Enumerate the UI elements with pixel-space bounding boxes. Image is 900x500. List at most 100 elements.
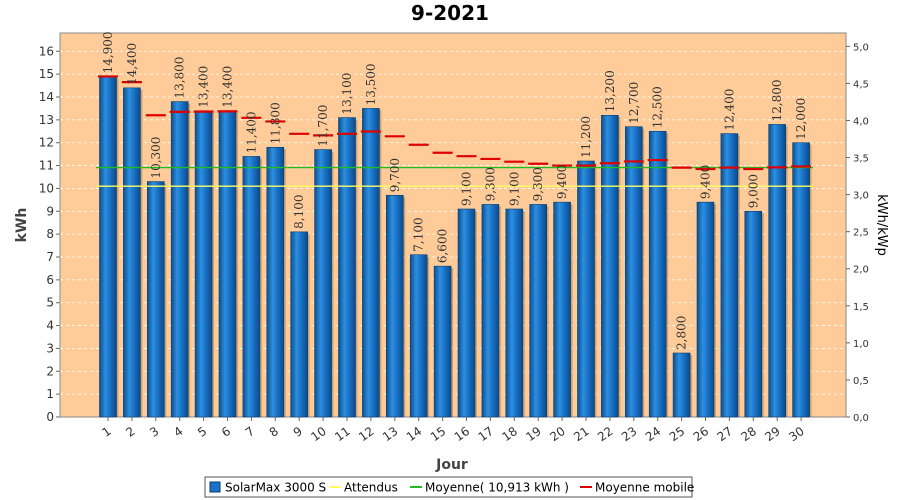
bar bbox=[409, 254, 428, 418]
x-tick-label: 10 bbox=[308, 424, 329, 444]
bar bbox=[290, 231, 309, 418]
y-tick-label: 15 bbox=[39, 67, 54, 81]
bar-value-label: 9,100 bbox=[507, 172, 521, 206]
bar-value-label: 2,800 bbox=[675, 316, 689, 350]
bar-value-label: 7,100 bbox=[412, 217, 426, 251]
y2-tick-label: 3,0 bbox=[853, 191, 869, 202]
bar-value-label: 12,000 bbox=[794, 98, 808, 140]
bar bbox=[242, 156, 261, 418]
bar bbox=[792, 142, 810, 418]
x-tick-label: 11 bbox=[332, 424, 353, 444]
bar-value-label: 9,000 bbox=[746, 174, 760, 208]
y-tick-label: 0 bbox=[46, 410, 54, 424]
bar bbox=[696, 201, 715, 418]
y2-tick-label: 1,0 bbox=[853, 339, 869, 350]
bar-value-label: 12,800 bbox=[770, 79, 784, 121]
bar bbox=[744, 210, 763, 418]
bar bbox=[385, 194, 404, 418]
y2-tick-label: 4,5 bbox=[853, 79, 869, 90]
bar-value-label: 13,100 bbox=[340, 73, 354, 115]
bar bbox=[601, 114, 619, 418]
legend-item-label: Moyenne mobile bbox=[595, 481, 694, 495]
bar-value-label: 13,500 bbox=[364, 63, 378, 105]
bar bbox=[577, 160, 595, 418]
bar bbox=[147, 181, 165, 418]
y-tick-label: 1 bbox=[46, 387, 54, 401]
legend-item-label: Attendus bbox=[344, 481, 398, 495]
x-tick-label: 30 bbox=[786, 424, 807, 444]
bar-value-label: 13,400 bbox=[197, 66, 211, 108]
bar-value-label: 6,600 bbox=[436, 229, 450, 263]
x-tick-label: 19 bbox=[523, 424, 544, 444]
bar-value-label: 11,200 bbox=[579, 116, 593, 158]
x-tick-label: 2 bbox=[123, 424, 137, 440]
lines-layer bbox=[96, 75, 814, 187]
x-axis: 1 2 3 4 5 6 7 8 9 10 11 12 13 14 15 16 17 18 19 20 21 22 23 24 2… bbox=[99, 417, 807, 444]
x-tick-label: 23 bbox=[619, 424, 640, 444]
x-tick-label: 18 bbox=[499, 424, 520, 444]
bar bbox=[457, 208, 476, 418]
bar-value-label: 9,400 bbox=[699, 165, 713, 199]
y2-axis: 0,0 0,5 1,0 1,5 2,0 2,5 3,0 3,5 4,0 4,5 5,0 bbox=[846, 42, 869, 424]
bar bbox=[170, 101, 189, 418]
x-tick-label: 25 bbox=[667, 424, 688, 444]
bars-layer bbox=[99, 76, 812, 418]
x-tick-label: 16 bbox=[452, 424, 473, 444]
x-tick-label: 26 bbox=[691, 424, 712, 444]
x-tick-label: 17 bbox=[476, 424, 497, 444]
x-tick-label: 12 bbox=[356, 424, 377, 444]
x-tick-label: 8 bbox=[267, 424, 281, 440]
bar bbox=[314, 149, 332, 418]
y-axis-label: kWh bbox=[14, 208, 30, 243]
y2-axis-label: kWh/kWp bbox=[874, 194, 889, 256]
legend-item-label: Moyenne( 10,913 kWh ) bbox=[425, 481, 569, 495]
bar-labels-layer: 14,900 14,400 10,300 13,800 13,400 13,400 11,4… bbox=[101, 31, 808, 350]
x-tick-label: 4 bbox=[171, 424, 185, 440]
bar-value-label: 12,400 bbox=[722, 89, 736, 131]
bar-value-label: 12,500 bbox=[651, 86, 665, 128]
y-tick-label: 10 bbox=[39, 181, 54, 195]
x-tick-label: 21 bbox=[571, 424, 592, 444]
y2-tick-label: 4,0 bbox=[853, 116, 869, 127]
x-tick-label: 28 bbox=[738, 424, 759, 444]
y-tick-label: 5 bbox=[46, 296, 54, 310]
x-tick-label: 20 bbox=[547, 424, 568, 444]
y-tick-label: 2 bbox=[46, 364, 54, 378]
bar bbox=[553, 201, 571, 418]
bar bbox=[218, 110, 237, 418]
y2-tick-label: 2,5 bbox=[853, 228, 869, 239]
y2-tick-label: 0,0 bbox=[853, 413, 869, 424]
x-tick-label: 1 bbox=[99, 424, 113, 440]
bar-value-label: 12,700 bbox=[627, 82, 641, 124]
bar-value-label: 9,100 bbox=[460, 172, 474, 206]
bar bbox=[672, 352, 691, 418]
y-tick-label: 3 bbox=[46, 341, 54, 355]
x-axis-label: Jour bbox=[435, 457, 468, 473]
bar-value-label: 13,400 bbox=[221, 66, 235, 108]
y2-tick-label: 5,0 bbox=[853, 42, 869, 53]
x-tick-label: 5 bbox=[195, 424, 209, 440]
y-tick-label: 16 bbox=[39, 44, 54, 58]
bar bbox=[338, 117, 356, 418]
legend-box bbox=[204, 476, 693, 498]
bar bbox=[505, 208, 524, 418]
bar bbox=[433, 265, 452, 418]
y-tick-label: 7 bbox=[46, 250, 54, 264]
bar bbox=[481, 204, 500, 418]
y2-tick-label: 1,5 bbox=[853, 302, 869, 313]
x-tick-label: 7 bbox=[243, 424, 257, 440]
chart-title: 9-2021 bbox=[411, 1, 489, 25]
bar-value-label: 14,400 bbox=[125, 43, 139, 85]
legend-swatch-bar bbox=[209, 481, 221, 493]
bar-value-label: 11,700 bbox=[316, 105, 330, 147]
legend-item-label: SolarMax 3000 S bbox=[225, 481, 326, 495]
y-tick-label: 13 bbox=[39, 113, 54, 127]
bar bbox=[123, 87, 141, 418]
bar-value-label: 11,400 bbox=[244, 111, 258, 153]
y-tick-label: 11 bbox=[39, 159, 54, 173]
x-tick-label: 6 bbox=[219, 424, 233, 440]
y-tick-label: 12 bbox=[39, 136, 54, 150]
